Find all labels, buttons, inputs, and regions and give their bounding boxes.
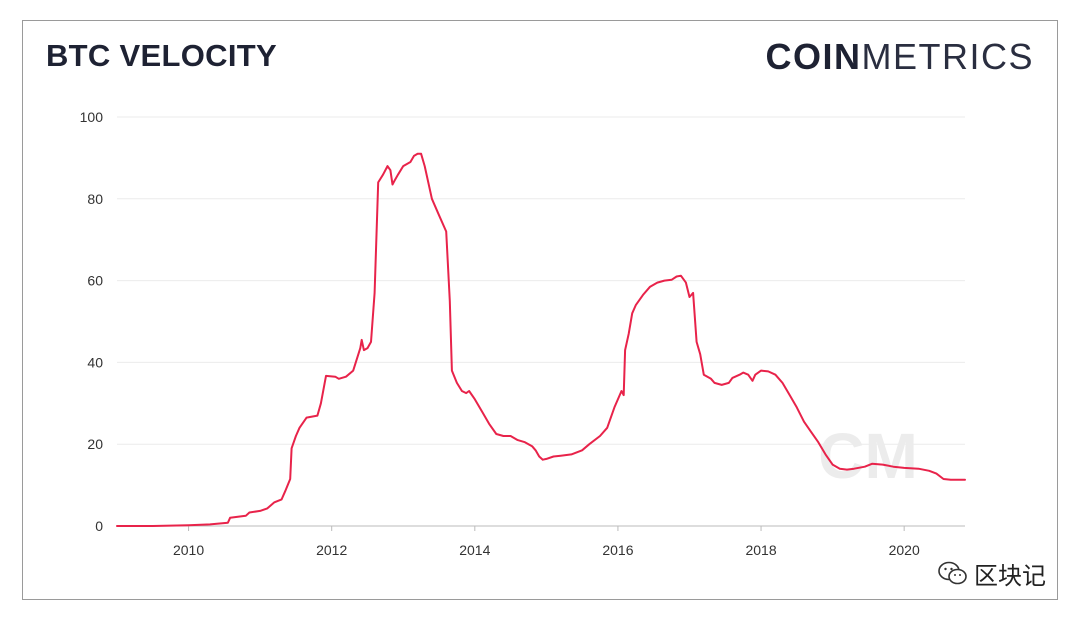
y-tick-label-80: 80 <box>87 191 103 207</box>
x-tick-label-2014: 2014 <box>459 542 490 558</box>
wechat-icon <box>938 561 967 584</box>
y-tick-label-100: 100 <box>80 109 104 125</box>
cm-watermark-layer: CM <box>818 420 918 492</box>
wechat-watermark: 区块记 <box>938 556 1046 591</box>
brand-logo-bold: COIN <box>765 36 862 77</box>
x-tick-label-2010: 2010 <box>173 542 204 558</box>
brand-logo-light: METRICS <box>861 36 1034 77</box>
x-tick-label-2016: 2016 <box>602 542 633 558</box>
y-tick-label-20: 20 <box>87 436 103 452</box>
y-tick-label-60: 60 <box>87 273 103 289</box>
series-layer <box>116 152 966 527</box>
y-tick-label-40: 40 <box>87 354 103 370</box>
x-tick-label-2012: 2012 <box>316 542 347 558</box>
x-tick-label-2020: 2020 <box>889 542 920 558</box>
y-tick-label-0: 0 <box>95 518 103 534</box>
wechat-channel-name: 区块记 <box>974 562 1046 590</box>
brand-logo: COINMETRICS <box>766 36 1035 78</box>
x-tick-label-2018: 2018 <box>745 542 776 558</box>
series-line-0 <box>116 152 966 527</box>
axes <box>117 525 965 531</box>
y-tick-labels: 0 20 40 60 80 100 <box>80 109 104 534</box>
x-tick-labels: 2010 2012 2014 2016 2018 2020 <box>173 542 920 558</box>
grid-lines <box>117 116 965 445</box>
cm-watermark: CM <box>818 420 918 492</box>
chart-title: BTC VELOCITY <box>46 38 277 73</box>
